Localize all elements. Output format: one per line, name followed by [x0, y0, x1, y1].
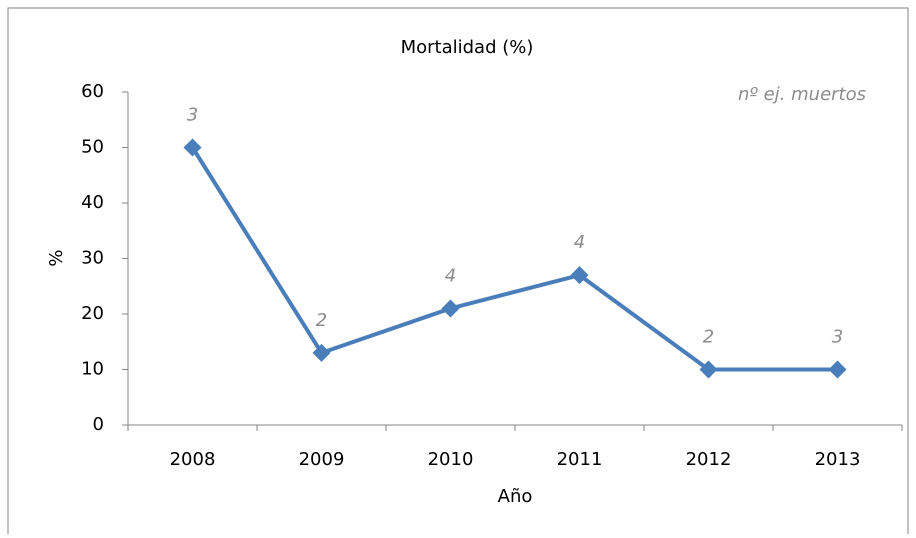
- line: [190, 146, 838, 372]
- point-annotation: 2: [316, 310, 327, 331]
- chart-title: Mortalidad (%): [401, 37, 534, 58]
- marker: [441, 299, 460, 318]
- annotation-label: nº ej. muertos: [738, 84, 866, 105]
- marker: [570, 266, 589, 285]
- marker: [699, 360, 718, 379]
- point-annotation: 4: [445, 265, 456, 286]
- marker: [828, 360, 847, 379]
- point-annotation: 3: [832, 327, 843, 348]
- y-tick-label: 60: [81, 81, 104, 102]
- point-annotation: 2: [703, 327, 714, 348]
- y-tick-label: 50: [81, 137, 104, 158]
- y-tick-label: 0: [93, 414, 104, 435]
- x-tick-label: 2013: [815, 449, 861, 470]
- x-tick-label: 2010: [428, 449, 474, 470]
- point-annotation: 4: [574, 232, 585, 253]
- x-tick-label: 2012: [686, 449, 732, 470]
- y-tick-label: 10: [81, 359, 104, 380]
- point-annotation: 3: [187, 105, 198, 126]
- x-tick-label: 2011: [557, 449, 603, 470]
- x-tick-label: 2008: [170, 449, 216, 470]
- marker: [183, 138, 202, 157]
- x-tick-label: 2009: [299, 449, 345, 470]
- y-axis-label: %: [46, 249, 67, 266]
- marker: [312, 343, 331, 362]
- chart-frame: [7, 7, 909, 534]
- y-tick-label: 40: [81, 192, 104, 213]
- x-axis-label: Año: [498, 486, 533, 507]
- y-tick-label: 20: [81, 303, 104, 324]
- y-tick-label: 30: [81, 248, 104, 269]
